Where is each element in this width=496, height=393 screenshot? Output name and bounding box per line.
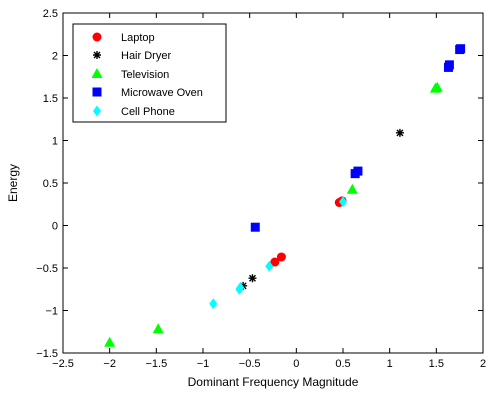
y-axis-label: Energy [6,164,20,202]
y-tick-label: −0.5 [36,263,58,275]
data-point-microwave-oven [444,60,454,70]
data-point-microwave-oven [353,166,363,176]
data-point-laptop [276,252,286,262]
x-tick-label: 0.5 [335,358,350,370]
data-point-cell-phone [236,282,245,294]
x-tick-label: 1.5 [429,358,444,370]
legend: Laptop Hair Dryer Television Microwave O… [72,23,227,123]
y-tick-label: 2 [52,51,58,63]
data-point-television [152,323,164,334]
data-point-microwave-oven [456,44,466,54]
data-point-laptop [270,257,280,267]
axis-ticks: −2.5 −2 −1.5 −1 −0.5 0 0.5 1 1.5 2 −1.5 −1 −0.5 0 0.5 1… [36,8,486,370]
legend-marker-television [91,68,103,78]
y-tick-label: 0 [52,221,58,233]
data-point-television [346,183,358,194]
data-point-television [104,336,116,347]
y-tick-label: 2.5 [43,8,58,20]
x-tick-label: 2 [480,358,486,370]
y-tick-label: 1.5 [43,93,58,105]
data-point-television [431,81,443,92]
data-point-hair-dryer [239,281,248,290]
x-tick-label: −0.5 [239,358,261,370]
legend-marker-laptop [92,32,102,42]
data-point-microwave-oven [250,222,260,232]
legend-label-laptop: Laptop [121,32,155,44]
x-tick-label: 1 [387,358,393,370]
legend-marker-microwave-oven [92,87,102,97]
y-tick-label: −1.5 [36,348,58,360]
data-point-cell-phone [209,298,218,310]
x-axis-label: Dominant Frequency Magnitude [188,375,359,389]
x-tick-label: −1 [197,358,210,370]
legend-label-microwave-oven: Microwave Oven [121,87,203,99]
data-marks [104,44,466,347]
legend-marker-cell-phone [93,105,101,117]
x-tick-label: −2 [103,358,116,370]
x-tick-label: −1.5 [145,358,167,370]
legend-label-cell-phone: Cell Phone [121,106,175,118]
data-point-hair-dryer [248,274,257,283]
y-tick-label: 1 [52,136,58,148]
y-tick-label: −1 [45,306,58,318]
legend-label-hair-dryer: Hair Dryer [121,50,171,62]
legend-markers [91,32,103,117]
data-point-cell-phone [339,196,347,208]
y-tick-label: 0.5 [43,178,58,190]
x-tick-label: −2.5 [52,358,74,370]
plot-frame [62,12,484,354]
legend-marker-hair-dryer [93,51,101,59]
x-tick-label: 0 [293,358,299,370]
data-point-cell-phone [265,260,274,272]
data-point-hair-dryer [395,128,404,137]
legend-label-television: Television [121,69,169,81]
